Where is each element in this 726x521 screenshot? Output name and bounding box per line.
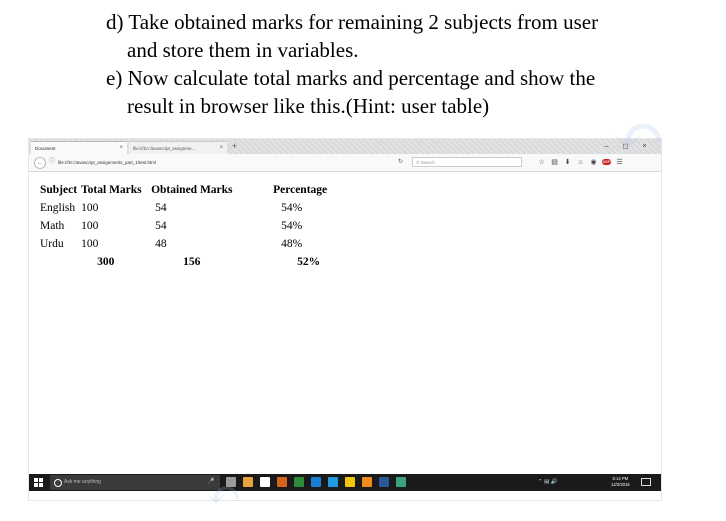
cell-subject: Math [40, 220, 65, 232]
tab-file[interactable]: file:///D:/Javascript_assignme... × [129, 141, 227, 154]
cortana-placeholder: Ask me anything [64, 479, 101, 485]
search-input[interactable]: ⚲ Search [412, 157, 522, 167]
cell-obtained: 54 [155, 202, 167, 214]
cell-total: 100 [81, 238, 99, 250]
instruction-e-line-2: result in browser like this.(Hint: user … [127, 94, 490, 118]
taskbar-app-icon[interactable] [226, 477, 236, 487]
action-center-icon[interactable] [641, 478, 651, 486]
cell-percentage: 54% [281, 202, 303, 214]
cell-subject: Urdu [40, 238, 64, 250]
taskbar-app-icon[interactable] [396, 477, 406, 487]
cell-total: 100 [81, 220, 99, 232]
network-icon[interactable]: ▤ [544, 479, 550, 485]
taskbar-clock[interactable]: 6:14 PM 12/2/2016 [611, 476, 630, 488]
close-tab-icon[interactable]: × [119, 145, 123, 151]
taskbar-app-icon[interactable] [311, 477, 321, 487]
navigation-bar: ← ⓘ file:///D:/Javascript_assignments_pa… [29, 154, 661, 172]
cell-obtained: 48 [155, 238, 167, 250]
taskbar-app-icon[interactable] [294, 477, 304, 487]
menu-icon[interactable]: ☰ [616, 159, 623, 166]
table-row: Math 100 54 54% [38, 217, 329, 235]
url-bar[interactable]: file:///D:/Javascript_assignments_part_1… [58, 160, 157, 165]
tab-title: file:///D:/Javascript_assignme... [133, 146, 196, 151]
bookmark-star-icon[interactable]: ☆ [538, 159, 545, 166]
tab-title: Document [35, 146, 56, 151]
search-placeholder: Search [420, 160, 435, 165]
cell-percentage-overall: 52% [297, 256, 321, 268]
window-controls: – ◻ × [598, 141, 653, 152]
header-percentage: Percentage [273, 184, 328, 196]
new-tab-button[interactable]: + [232, 141, 238, 151]
search-icon: ⚲ [416, 160, 421, 165]
reload-icon[interactable]: ↻ [398, 159, 404, 165]
clock-time: 6:14 PM [612, 476, 629, 481]
instruction-d-line-1: d) Take obtained marks for remaining 2 s… [106, 10, 599, 34]
taskbar-app-icon[interactable] [345, 477, 355, 487]
tab-strip: Document × file:///D:/Javascript_assignm… [29, 139, 661, 154]
minimize-button[interactable]: – [604, 143, 609, 150]
cell-obtained-sum: 156 [183, 256, 201, 268]
page-content: Subject Total Marks Obtained Marks Perce… [29, 172, 661, 474]
pocket-icon[interactable]: ◉ [590, 159, 597, 166]
taskbar-app-icon[interactable] [362, 477, 372, 487]
taskbar-app-icon[interactable] [260, 477, 270, 487]
cortana-search-input[interactable]: Ask me anything [50, 475, 220, 490]
marks-table: Subject Total Marks Obtained Marks Perce… [38, 181, 329, 271]
volume-icon[interactable]: 🔊 [550, 479, 558, 485]
microphone-icon[interactable]: 🎤 [207, 479, 215, 485]
header-subject: Subject [40, 184, 78, 196]
table-header-row: Subject Total Marks Obtained Marks Perce… [38, 181, 329, 199]
table-row: English 100 54 54% [38, 199, 329, 217]
maximize-button[interactable]: ◻ [622, 143, 629, 150]
toolbar-icons: ☆ ▤ ⬇ ⌂ ◉ ABP ☰ [535, 157, 626, 168]
watermark: ↶ [205, 470, 242, 521]
windows-taskbar: Ask me anything 🎤 ⌃ ▤ 🔊 6:14 PM 12/2/201… [29, 474, 661, 491]
taskbar-app-icon[interactable] [379, 477, 389, 487]
taskbar-app-icon[interactable] [277, 477, 287, 487]
home-icon[interactable]: ⌂ [578, 159, 583, 166]
cortana-icon [54, 479, 62, 487]
close-window-button[interactable]: × [642, 143, 647, 150]
close-tab-icon[interactable]: × [219, 145, 223, 151]
download-icon[interactable]: ⬇ [564, 159, 571, 166]
cell-total-sum: 300 [97, 256, 115, 268]
taskbar-app-icon[interactable] [328, 477, 338, 487]
cell-percentage: 48% [281, 238, 303, 250]
taskbar-app-icon[interactable] [243, 477, 253, 487]
cell-obtained: 54 [155, 220, 167, 232]
tab-document[interactable]: Document × [31, 141, 127, 154]
adblock-icon[interactable]: ABP [602, 159, 611, 166]
cell-percentage: 54% [281, 220, 303, 232]
cell-total: 100 [81, 202, 99, 214]
watermark: ↶ [612, 100, 666, 174]
cell-subject: English [40, 202, 76, 214]
system-tray: ⌃ ▤ 🔊 [538, 474, 558, 491]
info-icon[interactable]: ⓘ [49, 159, 56, 165]
windows-start-icon[interactable] [34, 478, 43, 487]
table-row: Urdu 100 48 48% [38, 235, 329, 253]
chevron-up-icon[interactable]: ⌃ [538, 479, 543, 485]
cell-empty [38, 253, 79, 271]
back-arrow-icon[interactable]: ← [34, 157, 46, 169]
instruction-d-line-2: and store them in variables. [127, 38, 359, 62]
instruction-e-line-1: e) Now calculate total marks and percent… [106, 66, 596, 90]
reading-list-icon[interactable]: ▤ [551, 159, 558, 166]
taskbar-apps [226, 477, 413, 495]
header-total-marks: Total Marks [81, 184, 142, 196]
totals-row: 300 156 52% [38, 253, 329, 271]
header-obtained-marks: Obtained Marks [151, 184, 233, 196]
browser-screenshot: Document × file:///D:/Javascript_assignm… [29, 139, 661, 500]
clock-date: 12/2/2016 [611, 482, 630, 487]
